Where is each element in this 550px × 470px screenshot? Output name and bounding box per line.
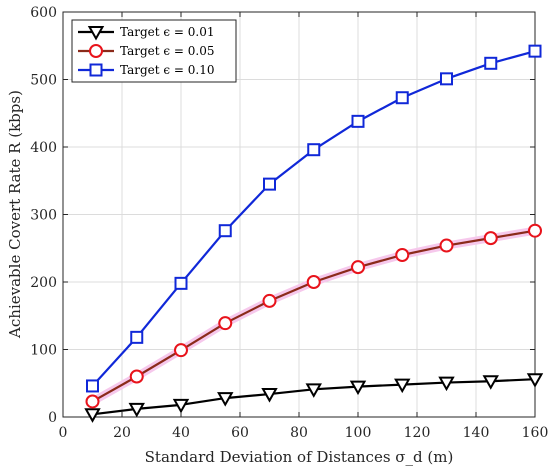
legend-marker (87, 26, 105, 41)
data-point (85, 394, 100, 409)
y-tick-label: 400 (30, 140, 57, 156)
y-tick-label: 300 (30, 208, 57, 224)
x-tick-label: 100 (345, 425, 372, 441)
series-target-0-10 (86, 44, 542, 393)
data-point (129, 369, 144, 384)
legend-item: Target ϵ = 0.05 (78, 44, 215, 58)
x-tick-label: 0 (59, 425, 68, 441)
x-tick-label: 140 (463, 425, 490, 441)
data-point (484, 56, 498, 70)
axes: 0 20 40 60 80 100 120 140 160 0 100 200 300 400 500 600 (30, 5, 548, 441)
data-point (130, 330, 144, 344)
data-point (172, 398, 190, 414)
data-point (174, 276, 188, 290)
x-tick-label: 20 (113, 425, 131, 441)
y-tick-label: 600 (30, 5, 57, 21)
data-point (217, 392, 234, 407)
data-point (262, 293, 277, 308)
data-point (438, 376, 455, 392)
legend-item: Target ϵ = 0.10 (78, 63, 215, 77)
data-point (395, 248, 410, 262)
data-point (174, 343, 188, 358)
data-point (128, 402, 145, 418)
data-point (306, 275, 321, 289)
data-point (528, 44, 542, 58)
legend-label: Target ϵ = 0.01 (120, 25, 215, 39)
data-point (526, 373, 544, 388)
data-point (482, 375, 499, 390)
data-point (263, 177, 276, 191)
x-axis-title: Standard Deviation of Distances σ_d (m) (145, 448, 454, 466)
legend-item: Target ϵ = 0.01 (78, 25, 215, 41)
x-tick-label: 60 (231, 425, 249, 441)
data-point (440, 72, 453, 86)
legend-label: Target ϵ = 0.05 (120, 44, 215, 58)
data-point (84, 408, 101, 423)
x-tick-label: 80 (290, 425, 308, 441)
series-target-0-01 (84, 373, 544, 423)
data-point (439, 238, 454, 253)
y-axis-title: Achievable Covert Rate R (kbps) (6, 90, 24, 339)
legend-marker (89, 44, 103, 58)
data-point (349, 380, 367, 396)
y-tick-label: 200 (30, 275, 57, 291)
x-tick-label: 40 (172, 425, 190, 441)
data-point (351, 114, 365, 128)
data-point (351, 260, 365, 275)
series-layer (84, 44, 544, 423)
x-tick-label: 160 (522, 425, 549, 441)
data-point (218, 316, 233, 331)
x-tick-label: 120 (404, 425, 431, 441)
y-tick-label: 500 (30, 73, 57, 89)
data-point (305, 383, 322, 398)
legend-marker (89, 63, 103, 77)
data-point (483, 231, 498, 246)
data-point (86, 379, 99, 393)
legend: Target ϵ = 0.01 Target ϵ = 0.05 Target ϵ =… (71, 19, 237, 83)
legend-label: Target ϵ = 0.10 (120, 63, 215, 77)
y-tick-label: 100 (30, 343, 57, 359)
data-point (307, 143, 321, 157)
y-tick-label: 0 (48, 410, 57, 426)
data-point (395, 91, 409, 105)
data-point (394, 378, 411, 394)
data-point (261, 388, 278, 403)
data-point (528, 223, 542, 238)
series-target-0-05 (85, 223, 542, 409)
data-point (218, 224, 232, 238)
